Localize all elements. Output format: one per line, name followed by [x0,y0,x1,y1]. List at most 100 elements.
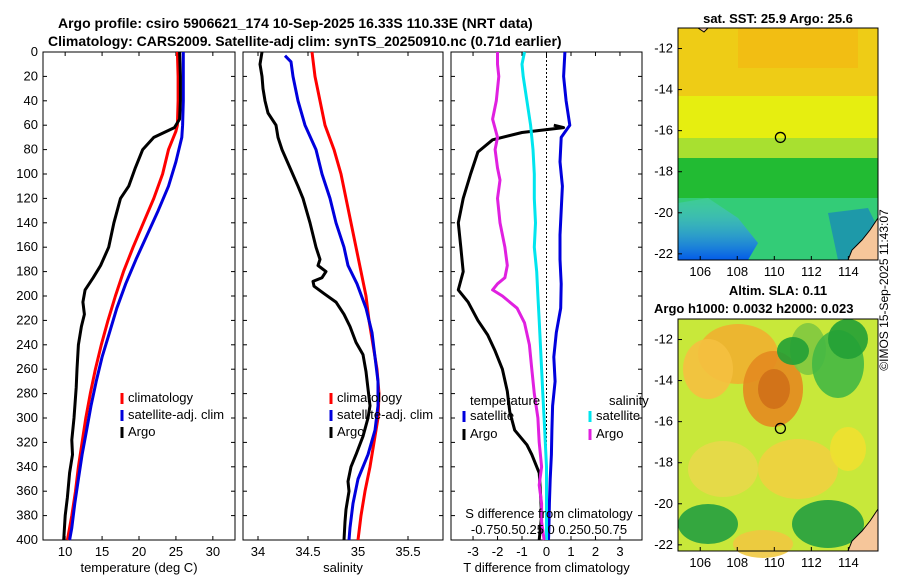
xtick-label: -2 [492,544,504,559]
legend-label: Argo [128,424,155,439]
legend-label: satellite-adj. clim [128,407,224,422]
series-climatology [310,51,381,541]
series-climatology [65,51,180,541]
sst-map-title: sat. SST: 25.9 Argo: 25.6 [703,11,853,26]
sla-map-title: Altim. SLA: 0.11 [729,283,827,298]
figure-title-line1: Argo profile: csiro 5906621_174 10-Sep-2… [58,15,533,31]
legend-label: Argo [337,424,364,439]
ytick-label: 60 [24,117,38,132]
sla-blob [678,504,738,544]
difference-xlabel: T difference from climatology [463,560,630,575]
ytick-label: 0 [31,44,38,59]
map-frame [677,27,879,261]
series-argo-salinity- [491,52,546,541]
map-xtick-label: 112 [801,555,822,570]
series-satellite-adj-clim [283,54,380,541]
legend-label: Argo [596,426,623,441]
sst-warm-core [738,28,858,68]
xtick-label: 2 [592,544,599,559]
land-patch-top [697,27,709,33]
ytick-label: 160 [16,239,38,254]
sst-map: sat. SST: 25.9 Argo: 25.6 -12 -14 -16 -18 -20… [654,11,879,279]
map-xtick-label: 108 [726,555,748,570]
argo-location-marker [774,422,787,435]
ytick-label: 300 [16,410,38,425]
temp-axes-box [42,51,236,541]
ytick-label: 240 [16,337,38,352]
sla-blob [688,441,758,497]
ytick-label: 220 [16,312,38,327]
series-satellite-adj-clim [68,52,185,541]
salinity-xlabel: salinity [323,560,363,575]
map-xtick-label: 114 [838,264,859,279]
sla-map-subtitle: Argo h1000: 0.0032 h2000: 0.023 [654,301,853,316]
xtick-label: 35 [351,544,365,559]
map-xtick-label: 114 [838,555,859,570]
xtick-label: 34 [251,544,265,559]
map-ytick-label: -22 [654,246,673,261]
sst-cold-patch [678,198,758,260]
legend-label: satellite-adj. clim [337,407,433,422]
map-ytick-label: -20 [654,205,673,220]
legend-label: satellite [596,408,640,423]
ytick-label: 140 [16,215,38,230]
map-xtick-label: 110 [764,264,785,279]
sla-blob [733,530,793,558]
sla-blob [792,500,864,548]
xtick-label: -1 [516,544,528,559]
salinity-axes-box [242,51,444,541]
sla-blob [758,439,838,499]
panel-temp: 0 20 40 60 80 100 120 140 160 180 200 220 240 260 280 3… [16,44,236,575]
xtick-label: 0 [543,544,550,559]
temp-xlabel: temperature (deg C) [80,560,197,575]
ytick-label: 80 [24,142,38,157]
ytick-label: 400 [16,532,38,547]
map-ytick-label: -14 [654,373,673,388]
series-argo-temperature- [456,123,566,541]
map-ytick-label: -16 [654,414,673,429]
sla-map: Altim. SLA: 0.11 Argo h1000: 0.0032 h2000… [654,283,879,570]
xtick-label: 25 [169,544,183,559]
map-ytick-label: -12 [654,41,673,56]
series-argo [62,51,182,541]
map-ytick-label: -12 [654,332,673,347]
ytick-label: 20 [24,68,38,83]
ytick-label: 360 [16,483,38,498]
panel-salinity: 34 34.5 35 35.5 salinity climatology satellite… [242,51,444,575]
ytick-label: 320 [16,434,38,449]
xtick-label: 1 [567,544,574,559]
xtick-label: 15 [95,544,109,559]
map-ytick-label: -18 [654,164,673,179]
xtick-label: 30 [206,544,220,559]
legend-label: Argo [470,426,497,441]
sla-blob [830,427,866,471]
series-satellite-salinity- [520,51,548,540]
map-frame [677,318,879,552]
map-xtick-label: 106 [689,264,711,279]
diff-s-ticklabels: -0.750.50.25 0 0.250.50.75 [471,522,627,537]
map-xtick-label: 112 [801,264,822,279]
ytick-label: 120 [16,190,38,205]
ytick-label: 260 [16,361,38,376]
sla-blob [683,339,733,399]
series-satellite-temperature- [547,51,572,541]
figure-title-line2: Climatology: CARS2009. Satellite-adj cli… [48,33,562,49]
map-ytick-label: -16 [654,123,673,138]
ytick-label: 180 [16,264,38,279]
map-ytick-label: -20 [654,496,673,511]
ytick-label: 200 [16,288,38,303]
xtick-label: 35.5 [395,544,420,559]
panel-difference: -3 -2 -1 0 1 2 3T difference from climatology t… [450,51,649,575]
ytick-label: 280 [16,386,38,401]
diff-s-axis-label: S difference from climatology [465,506,633,521]
map-ytick-label: -18 [654,455,673,470]
legend-title-salinity: salinity [609,393,649,408]
ytick-label: 40 [24,93,38,108]
legend-label: climatology [337,390,403,405]
map-xtick-label: 106 [689,555,711,570]
map-xtick-label: 110 [764,555,785,570]
map-ytick-label: -22 [654,537,673,552]
series-argo [258,51,372,541]
ytick-label: 340 [16,459,38,474]
